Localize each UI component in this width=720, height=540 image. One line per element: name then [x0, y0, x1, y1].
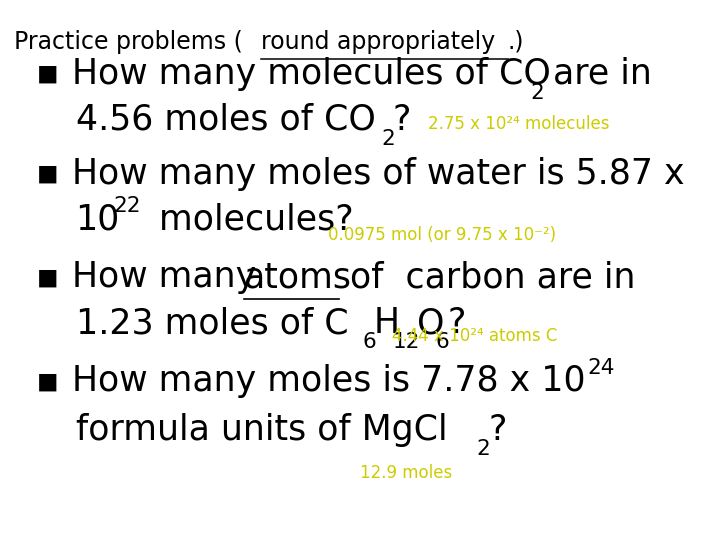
- Text: molecules?: molecules?: [138, 202, 354, 237]
- Text: 22: 22: [114, 196, 141, 216]
- Text: Practice problems (: Practice problems (: [14, 30, 243, 53]
- Text: How many molecules of CO: How many molecules of CO: [72, 57, 551, 91]
- Text: ?: ?: [393, 103, 411, 137]
- Text: How many moles of water is 5.87 x: How many moles of water is 5.87 x: [72, 157, 685, 191]
- Text: 6: 6: [436, 332, 449, 352]
- Text: round appropriately: round appropriately: [261, 30, 495, 53]
- Text: 6: 6: [362, 332, 376, 352]
- Text: 10: 10: [76, 202, 120, 237]
- Text: How many: How many: [72, 260, 267, 294]
- Text: 0.0975 mol (or 9.75 x 10⁻²): 0.0975 mol (or 9.75 x 10⁻²): [328, 226, 556, 244]
- Text: atoms: atoms: [244, 260, 352, 294]
- Text: 12: 12: [393, 332, 420, 352]
- Text: H: H: [374, 306, 400, 340]
- Text: 2: 2: [381, 129, 395, 148]
- Text: 12.9 moles: 12.9 moles: [360, 464, 452, 482]
- Text: ▪: ▪: [36, 157, 60, 191]
- Text: 24: 24: [588, 358, 615, 378]
- Text: 4.44 x 10²⁴ atoms C: 4.44 x 10²⁴ atoms C: [392, 327, 558, 345]
- Text: ▪: ▪: [36, 260, 60, 294]
- Text: How many moles is 7.78 x 10: How many moles is 7.78 x 10: [72, 364, 585, 399]
- Text: 4.56 moles of CO: 4.56 moles of CO: [76, 103, 375, 137]
- Text: .): .): [508, 30, 524, 53]
- Text: ▪: ▪: [36, 364, 60, 399]
- Text: ?: ?: [488, 413, 507, 447]
- Text: 2.75 x 10²⁴ molecules: 2.75 x 10²⁴ molecules: [428, 114, 610, 132]
- Text: O: O: [417, 306, 444, 340]
- Text: 1.23 moles of C: 1.23 moles of C: [76, 306, 348, 340]
- Text: are in: are in: [542, 57, 652, 91]
- Text: 2: 2: [531, 83, 544, 103]
- Text: of  carbon are in: of carbon are in: [339, 260, 636, 294]
- Text: ?: ?: [448, 306, 466, 340]
- Text: 2: 2: [477, 439, 490, 459]
- Text: formula units of MgCl: formula units of MgCl: [76, 413, 447, 447]
- Text: ▪: ▪: [36, 57, 60, 91]
